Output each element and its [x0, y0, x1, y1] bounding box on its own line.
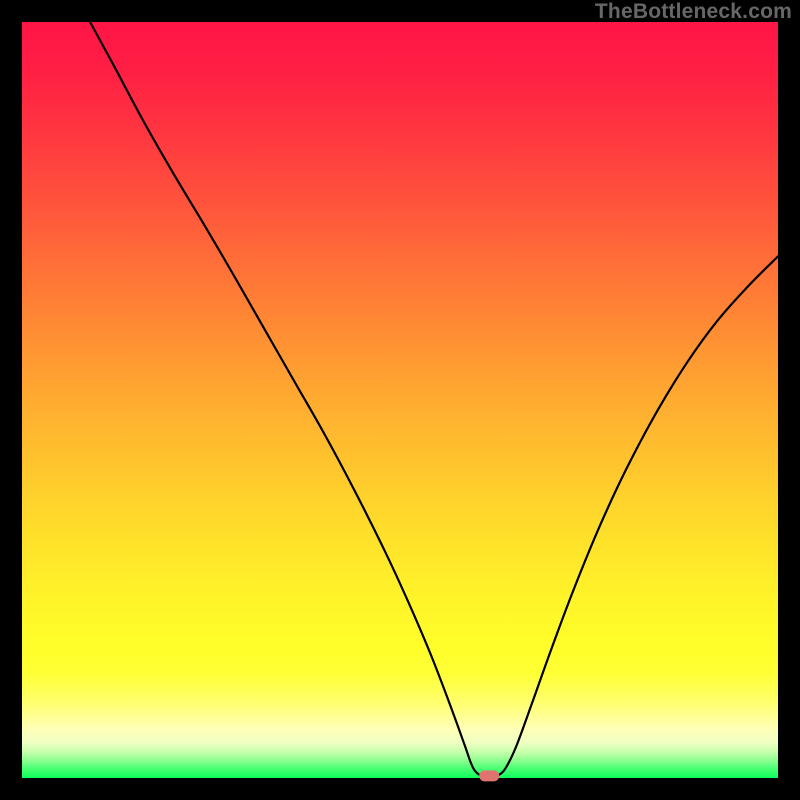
bottleneck-chart [0, 0, 800, 800]
optimum-marker [479, 770, 499, 781]
watermark-text: TheBottleneck.com [595, 0, 792, 24]
